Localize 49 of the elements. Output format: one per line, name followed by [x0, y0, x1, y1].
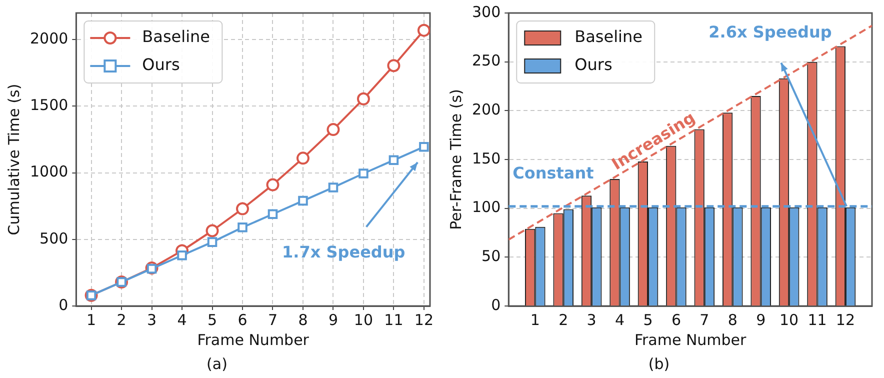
x-tick-label: 12	[836, 310, 856, 329]
x-tick-label: 10	[354, 310, 374, 329]
x-tick-label: 5	[643, 310, 653, 329]
x-tick-label: 7	[268, 310, 278, 329]
y-tick-label: 1000	[30, 162, 68, 181]
legend-label: Baseline	[574, 27, 642, 46]
text: (a)	[206, 354, 228, 373]
annotation: 1.7x Speedup	[282, 242, 406, 262]
y-tick-label: 100	[472, 198, 501, 216]
x-tick-label: 3	[147, 310, 157, 329]
x-tick-label: 2	[116, 310, 126, 329]
y-tick-label: 0	[58, 296, 68, 314]
x-tick-label: 6	[671, 310, 681, 329]
legend-label: Ours	[574, 55, 612, 74]
x-tick-label: 5	[207, 310, 218, 329]
y-tick-label: 250	[472, 52, 501, 70]
annotation: 2.6x Speedup	[708, 22, 832, 42]
x-tick-label: 7	[700, 310, 710, 329]
x-tick-label: 9	[756, 310, 766, 329]
x-tick-label: 11	[808, 310, 827, 329]
y-tick-label: 500	[40, 229, 68, 248]
x-tick-label: 6	[238, 310, 248, 329]
legend-label: Baseline	[142, 27, 210, 46]
ref-line-label: Constant	[512, 164, 594, 183]
y-tick-label: 2000	[30, 30, 68, 48]
y-tick-label: 200	[472, 100, 501, 119]
x-tick-label: 2	[558, 310, 568, 329]
x-tick-label: 10	[780, 310, 799, 329]
y-tick-label: 0	[491, 296, 501, 314]
x-tick-label: 4	[615, 310, 625, 329]
y-tick-label: 1500	[30, 96, 68, 114]
x-tick-label: 8	[728, 310, 738, 329]
y-tick-label: 150	[472, 149, 501, 168]
text: (b)	[648, 354, 670, 373]
x-tick-label: 3	[586, 310, 596, 329]
y-axis-title: Cumulative Time (s)	[4, 84, 23, 236]
x-axis-title: Frame Number	[634, 330, 748, 349]
y-axis-title: Per-Frame Time (s)	[446, 89, 465, 230]
legend-label: Ours	[142, 55, 180, 74]
x-tick-label: 4	[177, 310, 187, 329]
y-tick-label: 50	[482, 247, 501, 266]
x-tick-label: 1	[530, 310, 540, 329]
y-tick-label: 300	[472, 2, 501, 21]
x-axis-title: Frame Number	[197, 330, 310, 349]
x-tick-label: 1	[86, 310, 96, 329]
x-tick-label: 8	[298, 310, 308, 329]
x-tick-label: 9	[328, 310, 338, 329]
x-tick-label: 11	[384, 310, 404, 329]
x-tick-label: 12	[414, 310, 434, 329]
